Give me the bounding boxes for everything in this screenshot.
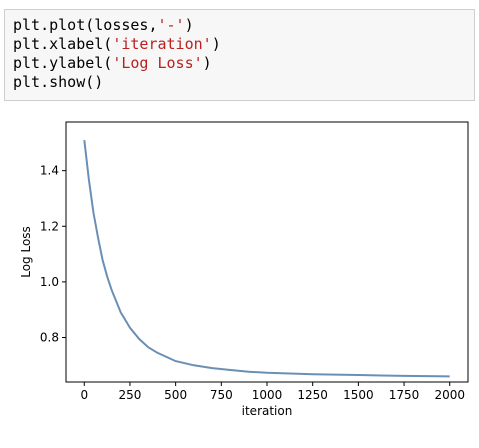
x-tick-label: 500 bbox=[164, 388, 187, 402]
y-axis: 0.8 1.0 1.2 1.4 bbox=[40, 164, 66, 345]
y-tick-label: 1.0 bbox=[40, 275, 59, 289]
code-lines: plt.plot(losses,'-') plt.xlabel('iteratio… bbox=[13, 16, 474, 92]
plot-output: 0 250 500 750 1000 1250 1500 1750 2000 0.8 1.0 1.2… bbox=[0, 110, 479, 443]
code-string: 'iteration' bbox=[112, 35, 212, 53]
code-text: ) bbox=[202, 54, 212, 72]
code-text: plt.ylabel( bbox=[13, 54, 113, 72]
code-line: plt.xlabel('iteration') bbox=[13, 35, 474, 54]
code-cell[interactable]: plt.plot(losses,'-') plt.xlabel('iteratio… bbox=[4, 9, 475, 101]
x-tick-label: 0 bbox=[80, 388, 88, 402]
code-text: ) bbox=[211, 35, 221, 53]
x-tick-label: 2000 bbox=[434, 388, 465, 402]
code-text: plt.plot(losses, bbox=[13, 16, 158, 34]
plot-frame bbox=[65, 121, 469, 383]
x-axis: 0 250 500 750 1000 1250 1500 1750 2000 bbox=[80, 382, 465, 402]
x-tick-label: 1500 bbox=[343, 388, 374, 402]
code-string: 'Log Loss' bbox=[112, 54, 203, 72]
loss-curve bbox=[83, 139, 450, 378]
loss-chart: 0 250 500 750 1000 1250 1500 1750 2000 0.8 1.0 1.2… bbox=[19, 121, 469, 418]
y-axis-label: Log Loss bbox=[19, 226, 33, 278]
x-tick-label: 750 bbox=[210, 388, 233, 402]
y-tick-label: 1.2 bbox=[40, 219, 59, 233]
x-tick-label: 250 bbox=[119, 388, 142, 402]
y-tick-label: 1.4 bbox=[40, 164, 59, 178]
x-tick-label: 1250 bbox=[297, 388, 328, 402]
x-axis-label: iteration bbox=[242, 404, 293, 418]
code-text: ) bbox=[184, 16, 194, 34]
code-text: plt.show() bbox=[13, 73, 104, 91]
code-line: plt.show() bbox=[13, 73, 474, 92]
code-string: '-' bbox=[157, 16, 185, 34]
code-line: plt.plot(losses,'-') bbox=[13, 16, 474, 35]
code-text: plt.xlabel( bbox=[13, 35, 113, 53]
code-line: plt.ylabel('Log Loss') bbox=[13, 54, 474, 73]
x-tick-label: 1000 bbox=[252, 388, 283, 402]
y-tick-label: 0.8 bbox=[40, 331, 59, 345]
x-tick-label: 1750 bbox=[389, 388, 420, 402]
